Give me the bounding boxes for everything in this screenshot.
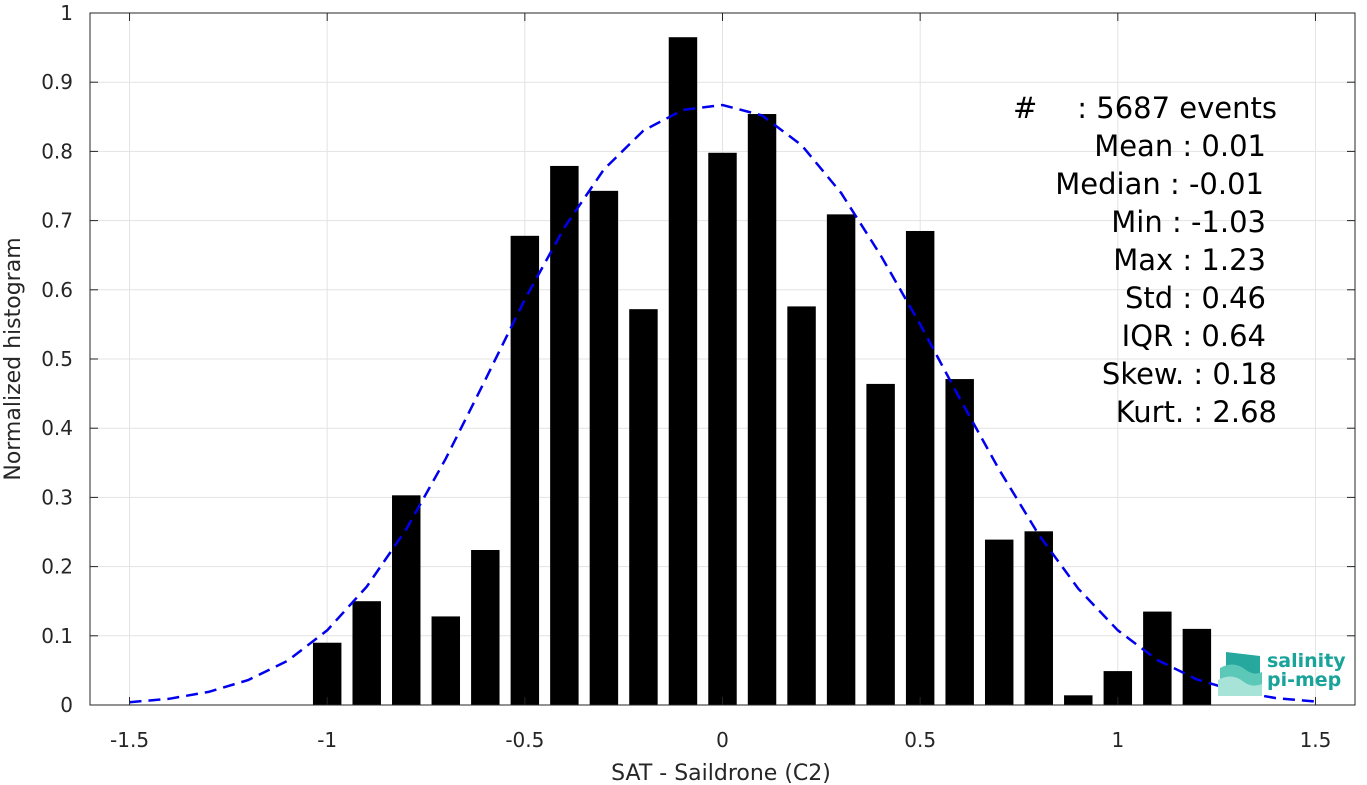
stat-max: Max : 1.23 [1113, 243, 1266, 277]
histogram-bar [550, 165, 579, 705]
x-tick-label: 1.5 [1300, 728, 1332, 752]
y-tick-label: 0.1 [41, 624, 73, 648]
salinity-pi-mep-logo: salinity pi-mep [1218, 650, 1346, 696]
histogram-bars [312, 37, 1212, 706]
statistics-box: # : 5687 events Mean : 0.01 Median : -0.… [1013, 91, 1277, 429]
stat-count-value: : 5687 events [1077, 91, 1277, 125]
stat-iqr: IQR : 0.64 [1122, 319, 1266, 353]
histogram-bar [1064, 695, 1093, 705]
stat-kurtosis: Kurt. : 2.68 [1116, 395, 1277, 429]
histogram-bar [1143, 611, 1172, 705]
stat-median: Median : -0.01 [1055, 167, 1264, 201]
histogram-bar [1024, 531, 1053, 705]
y-tick-label: 0.9 [41, 70, 73, 94]
y-tick-label: 0.4 [41, 416, 73, 440]
y-tick-label: 1 [60, 1, 73, 25]
histogram-bar [984, 539, 1014, 705]
histogram-bar [471, 549, 500, 705]
histogram-bar [589, 190, 619, 705]
histogram-bar [629, 309, 658, 705]
y-tick-label: 0.7 [41, 209, 73, 233]
x-axis-label: SAT - Saildrone (C2) [611, 761, 831, 785]
histogram-bar [826, 214, 856, 705]
histogram-bar [431, 616, 461, 705]
logo-line1: salinity [1267, 650, 1346, 672]
normal-fit-curve [129, 103, 1316, 704]
y-tick-label: 0.8 [41, 139, 73, 163]
histogram-bar [312, 642, 342, 705]
y-tick-label: 0 [60, 693, 73, 717]
x-tick-label: -0.5 [505, 728, 544, 752]
histogram-bar [1182, 628, 1212, 705]
histogram-bar [668, 37, 698, 706]
y-tick-labels: 0 0.1 0.2 0.3 0.4 0.5 0.6 0.7 0.8 0.9 1 [41, 1, 73, 717]
histogram-bar [945, 379, 974, 705]
stat-skewness: Skew. : 0.18 [1102, 357, 1277, 391]
wave-logo-icon [1218, 652, 1262, 696]
y-tick-label: 0.3 [41, 485, 73, 509]
histogram-bar [866, 383, 895, 705]
x-tick-label: -1.5 [110, 728, 149, 752]
histogram-bar [510, 235, 540, 705]
x-tick-label: -1 [317, 728, 337, 752]
x-tick-labels: -1.5 -1 -0.5 0 0.5 1 1.5 [110, 728, 1331, 752]
y-tick-label: 0.5 [41, 347, 73, 371]
stat-count-label: # [1013, 91, 1037, 125]
histogram-bar [708, 152, 737, 705]
histogram-bar [352, 601, 381, 705]
stat-min: Min : -1.03 [1111, 205, 1266, 239]
histogram-bar [747, 114, 777, 706]
y-tick-label: 0.6 [41, 278, 73, 302]
stat-std: Std : 0.46 [1125, 281, 1266, 315]
axis-ticks [90, 12, 1355, 706]
y-axis-label: Normalized histogram [1, 237, 26, 480]
histogram-bar [905, 230, 935, 706]
x-tick-label: 0 [716, 728, 729, 752]
x-tick-label: 1 [1111, 728, 1124, 752]
y-tick-label: 0.2 [41, 555, 73, 579]
stat-mean: Mean : 0.01 [1094, 129, 1266, 163]
x-tick-label: 0.5 [904, 728, 936, 752]
histogram-bar [787, 306, 816, 705]
logo-line2: pi-mep [1267, 669, 1341, 691]
